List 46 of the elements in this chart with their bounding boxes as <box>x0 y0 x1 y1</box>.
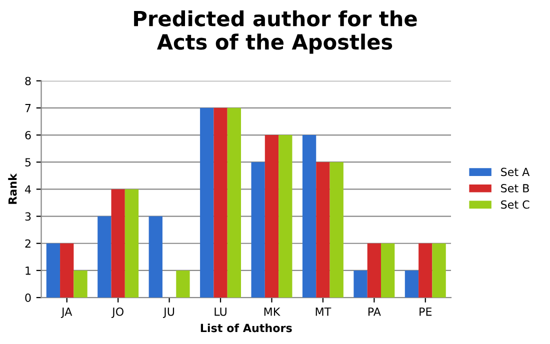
x-tick-label: MT <box>316 308 332 316</box>
x-tick-label: PE <box>420 308 432 316</box>
x-tick-label: PA <box>368 308 381 316</box>
bar <box>176 270 190 298</box>
y-tick-label: 2 <box>25 239 30 248</box>
bar <box>60 243 74 298</box>
x-axis-title: List of Authors <box>200 324 292 332</box>
bar <box>251 162 265 298</box>
y-tick-label: 5 <box>25 158 31 166</box>
bar <box>404 270 419 298</box>
bar <box>316 162 330 298</box>
legend-label: Set A <box>501 168 530 176</box>
y-tick-label: 8 <box>25 76 31 86</box>
bar <box>330 162 344 298</box>
chart-title: Predicted author for the Acts of the Apostles <box>134 10 417 54</box>
x-tick-label: MK <box>264 308 280 316</box>
bar <box>264 135 279 298</box>
y-axis-title: Rank <box>8 173 17 204</box>
bar <box>124 189 139 298</box>
bar <box>278 135 292 298</box>
y-tick-label: 4 <box>25 185 31 194</box>
y-tick-label: 0 <box>25 294 31 302</box>
bar <box>302 135 316 298</box>
bar <box>214 108 228 298</box>
x-tick-label: JA <box>60 308 72 318</box>
bar <box>98 216 112 298</box>
bar <box>432 243 446 298</box>
bar <box>111 189 125 298</box>
bar <box>46 243 60 298</box>
bar <box>381 243 395 298</box>
y-tick-label: 6 <box>25 130 31 140</box>
legend-label: Set C <box>501 200 530 209</box>
bar <box>74 270 88 298</box>
y-tick-label: 1 <box>26 266 30 275</box>
bar <box>148 216 162 298</box>
x-tick-label: JO <box>111 307 124 318</box>
x-tick-label: JU <box>163 308 174 318</box>
bar <box>227 108 242 298</box>
y-tick-label: 3 <box>25 212 31 221</box>
y-tick-label: 7 <box>25 104 31 112</box>
bar <box>354 270 368 298</box>
legend-label: Set B <box>501 184 529 192</box>
bar <box>200 108 214 298</box>
bar <box>367 243 381 298</box>
x-tick-label: LU <box>214 308 226 316</box>
bar <box>418 243 432 298</box>
